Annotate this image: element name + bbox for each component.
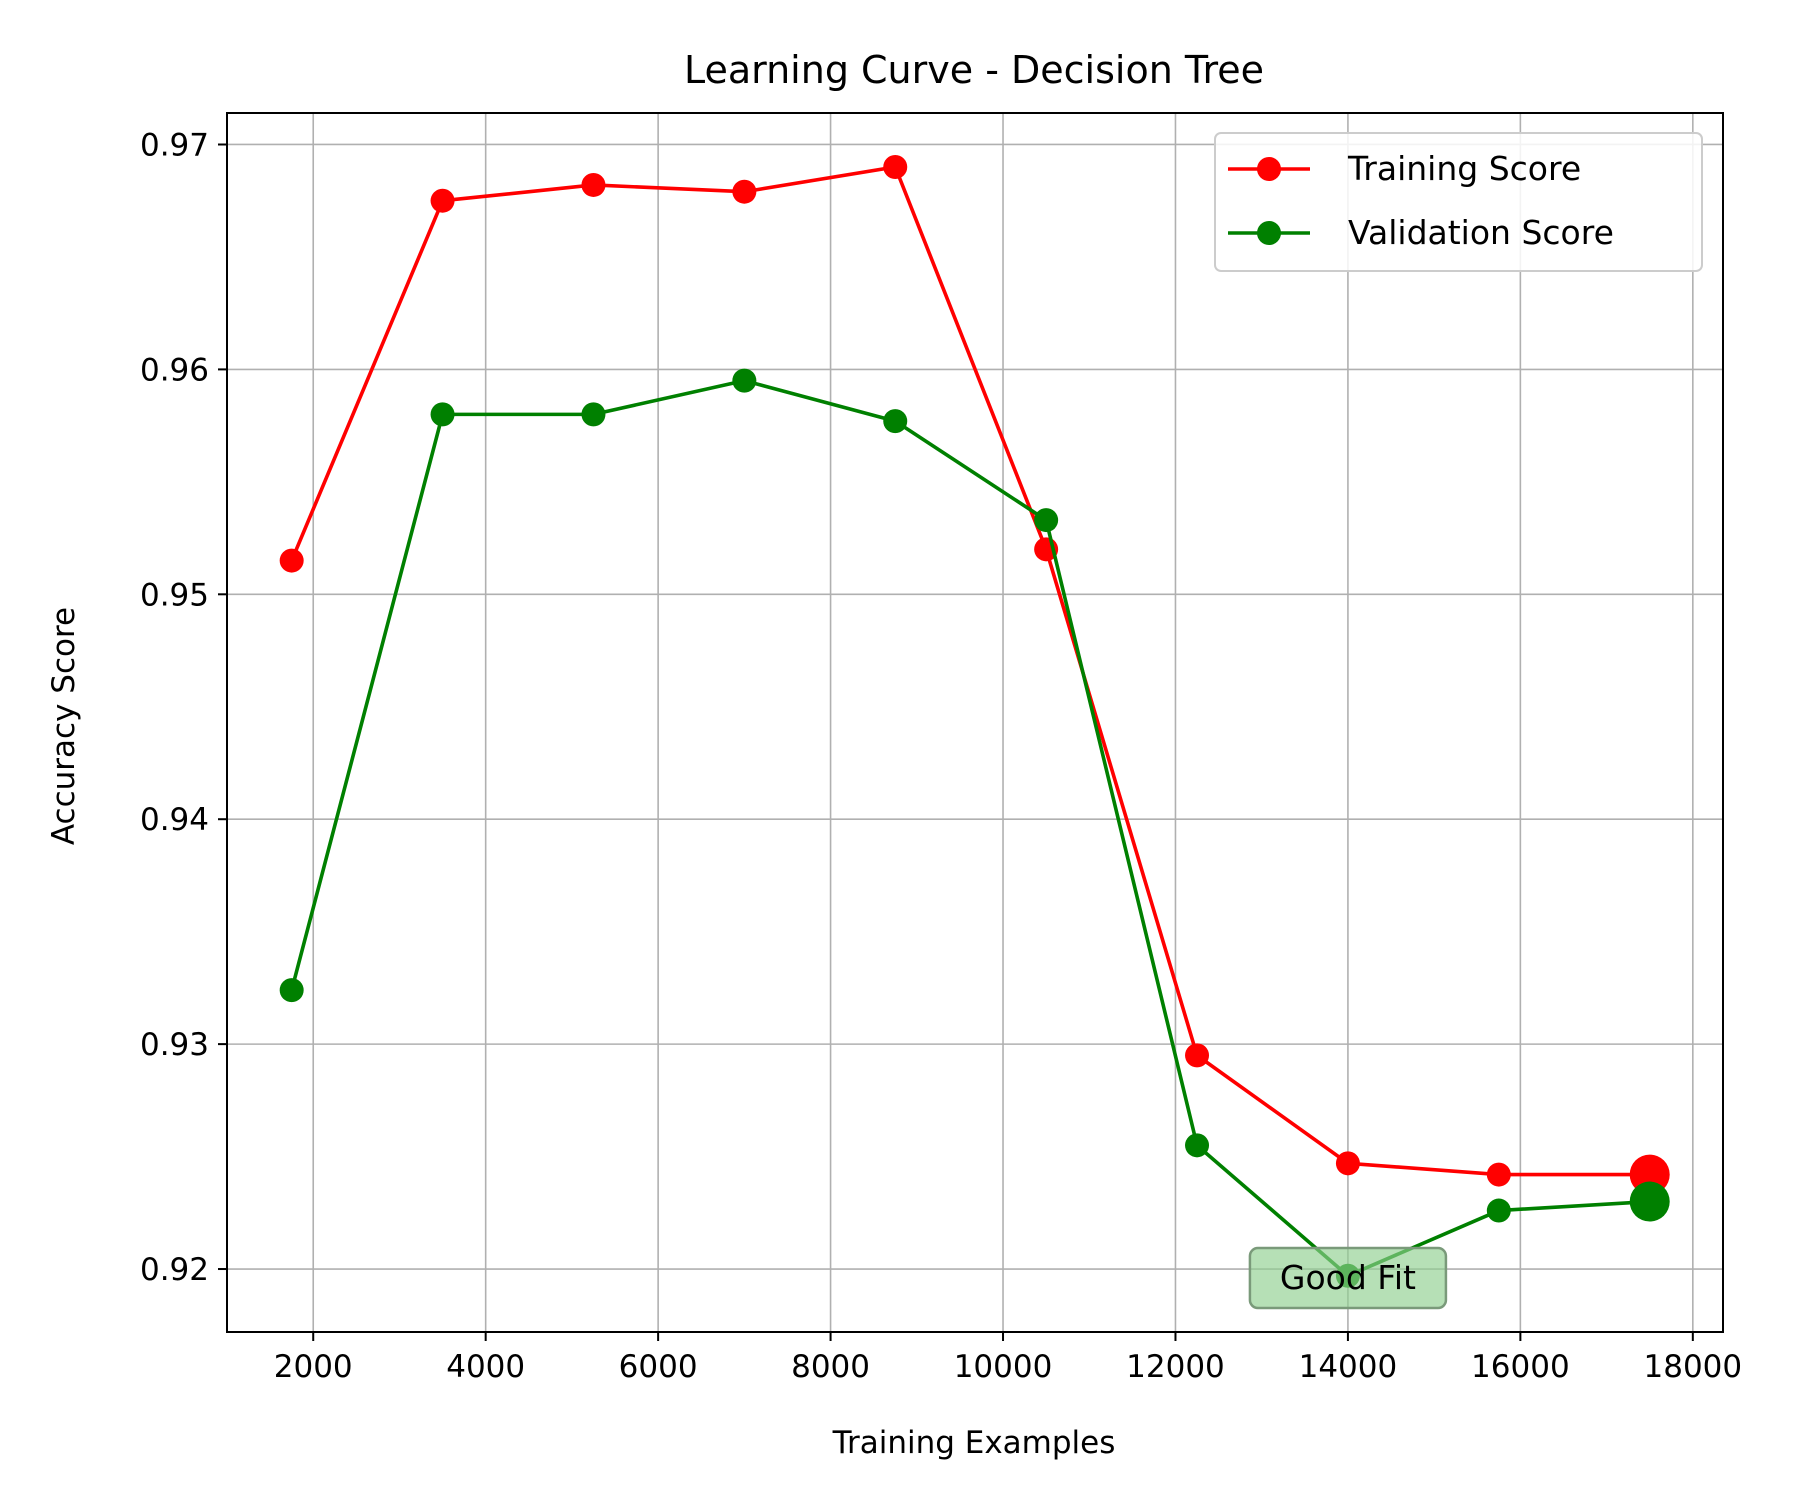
series-line-validation — [289, 378, 1650, 1278]
plot-frame — [226, 112, 1724, 1333]
training-point — [1185, 1043, 1210, 1068]
x-tick-label: 8000 — [791, 1349, 870, 1385]
series-line-training — [290, 165, 1650, 1177]
y-tick-label: 0.96 — [140, 352, 209, 388]
y-tick-label: 0.92 — [140, 1252, 209, 1288]
validation-point — [883, 409, 908, 434]
training-point — [581, 172, 606, 197]
validation-point — [581, 402, 606, 427]
training-point — [883, 154, 908, 179]
y-axis-label: Accuracy Score — [46, 607, 82, 845]
validation-point — [1185, 1133, 1210, 1158]
x-tick-label: 2000 — [274, 1349, 353, 1385]
y-tick-label: 0.94 — [140, 802, 209, 838]
x-tick-label: 16000 — [1471, 1349, 1570, 1385]
legend-box — [1214, 132, 1703, 272]
validation-point — [732, 368, 757, 393]
training-point — [1335, 1151, 1360, 1176]
annotation-box — [1248, 1246, 1448, 1310]
validation-point — [1034, 508, 1059, 533]
legend-label: Validation Score — [1348, 213, 1614, 252]
validation-point — [1629, 1181, 1670, 1222]
x-axis-label: Training Examples — [832, 1425, 1116, 1461]
training-point — [732, 179, 757, 204]
training-point — [279, 548, 304, 573]
chart-title: Learning Curve - Decision Tree — [684, 48, 1264, 92]
y-tick-label: 0.93 — [140, 1027, 209, 1063]
y-tick-label: 0.97 — [140, 127, 209, 163]
validation-point — [430, 402, 455, 427]
annotation-label: Good Fit — [1280, 1258, 1416, 1297]
legend-marker — [1257, 157, 1281, 181]
x-tick-label: 12000 — [1126, 1349, 1225, 1385]
validation-point — [1486, 1198, 1511, 1223]
training-point — [430, 188, 455, 213]
x-tick-label: 18000 — [1644, 1349, 1743, 1385]
validation-point — [279, 978, 304, 1003]
x-tick-label: 10000 — [954, 1349, 1053, 1385]
training-point — [1486, 1162, 1511, 1187]
legend-marker — [1257, 221, 1281, 245]
legend-label: Training Score — [1347, 149, 1581, 188]
y-tick-label: 0.95 — [140, 577, 209, 613]
x-tick-label: 4000 — [446, 1349, 525, 1385]
x-tick-label: 6000 — [619, 1349, 698, 1385]
x-tick-label: 14000 — [1299, 1349, 1398, 1385]
